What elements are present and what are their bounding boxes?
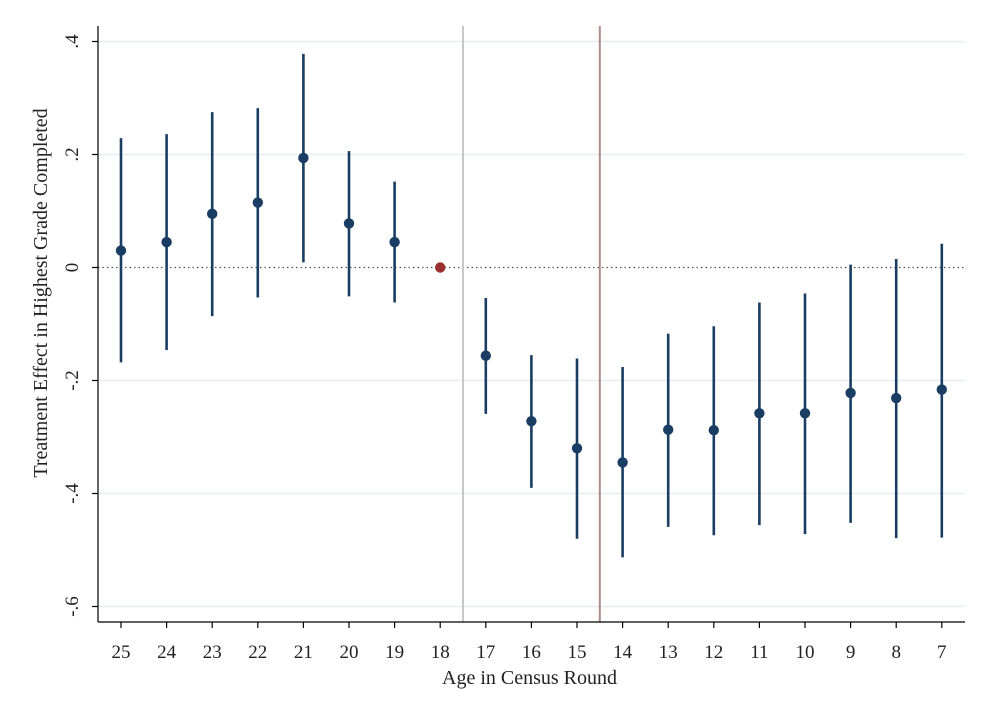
y-tick-label: -.4 [62, 483, 83, 504]
x-tick-label: 19 [385, 642, 404, 663]
x-tick-label: 8 [891, 642, 901, 663]
estimate-point [617, 457, 628, 468]
estimate-point [708, 425, 719, 436]
estimate-point [936, 384, 947, 395]
x-tick-label: 17 [476, 642, 495, 663]
x-tick-label: 25 [112, 642, 131, 663]
y-tick-label: .2 [62, 147, 83, 161]
y-tick-label: -.2 [62, 370, 83, 391]
estimate-point [754, 408, 765, 419]
x-tick-label: 16 [522, 642, 541, 663]
x-tick-label: 22 [248, 642, 267, 663]
x-tick-label: 7 [937, 642, 947, 663]
x-tick-label: 23 [203, 642, 222, 663]
estimate-point [115, 245, 127, 256]
y-axis-title: Treatment Effect in Highest Grade Comple… [30, 108, 52, 477]
estimate-point [663, 424, 674, 435]
estimate-point [389, 236, 400, 248]
estimate-point [526, 415, 537, 427]
estimate-point [845, 387, 856, 399]
x-tick-label: 13 [659, 642, 678, 663]
x-tick-label: 14 [613, 642, 633, 663]
estimate-point [799, 408, 811, 419]
x-tick-label: 24 [157, 642, 177, 663]
estimate-point [891, 392, 902, 404]
x-tick-label: 15 [568, 642, 587, 663]
x-tick-label: 20 [340, 642, 359, 663]
estimate-point [252, 197, 263, 208]
gridlines [98, 40, 965, 608]
reference-lines [98, 26, 965, 622]
x-tick-label: 12 [704, 642, 723, 663]
x-tick-label: 10 [796, 642, 815, 663]
data-marks [115, 53, 947, 558]
reference-point [435, 262, 446, 273]
estimate-point [480, 350, 491, 361]
y-tick-label: -.6 [62, 596, 83, 617]
estimate-point [161, 236, 172, 248]
y-tick-label: .4 [62, 34, 83, 49]
y-tick-label: 0 [62, 263, 83, 273]
estimate-point [207, 208, 218, 220]
estimate-point [343, 218, 355, 229]
x-tick-label: 9 [846, 642, 856, 663]
x-tick-label: 18 [431, 642, 450, 663]
x-axis-title: Age in Census Round [442, 667, 617, 689]
x-tick-label: 11 [750, 642, 768, 663]
x-tick-label: 21 [294, 642, 313, 663]
estimate-point [298, 152, 309, 164]
estimate-point [571, 443, 583, 454]
tick-labels: -.6 -.4 -.2 0 .2 .4 25 24 23 22 21 20 19 18 17 16 15 14 13… [62, 34, 947, 663]
axes [92, 26, 965, 628]
